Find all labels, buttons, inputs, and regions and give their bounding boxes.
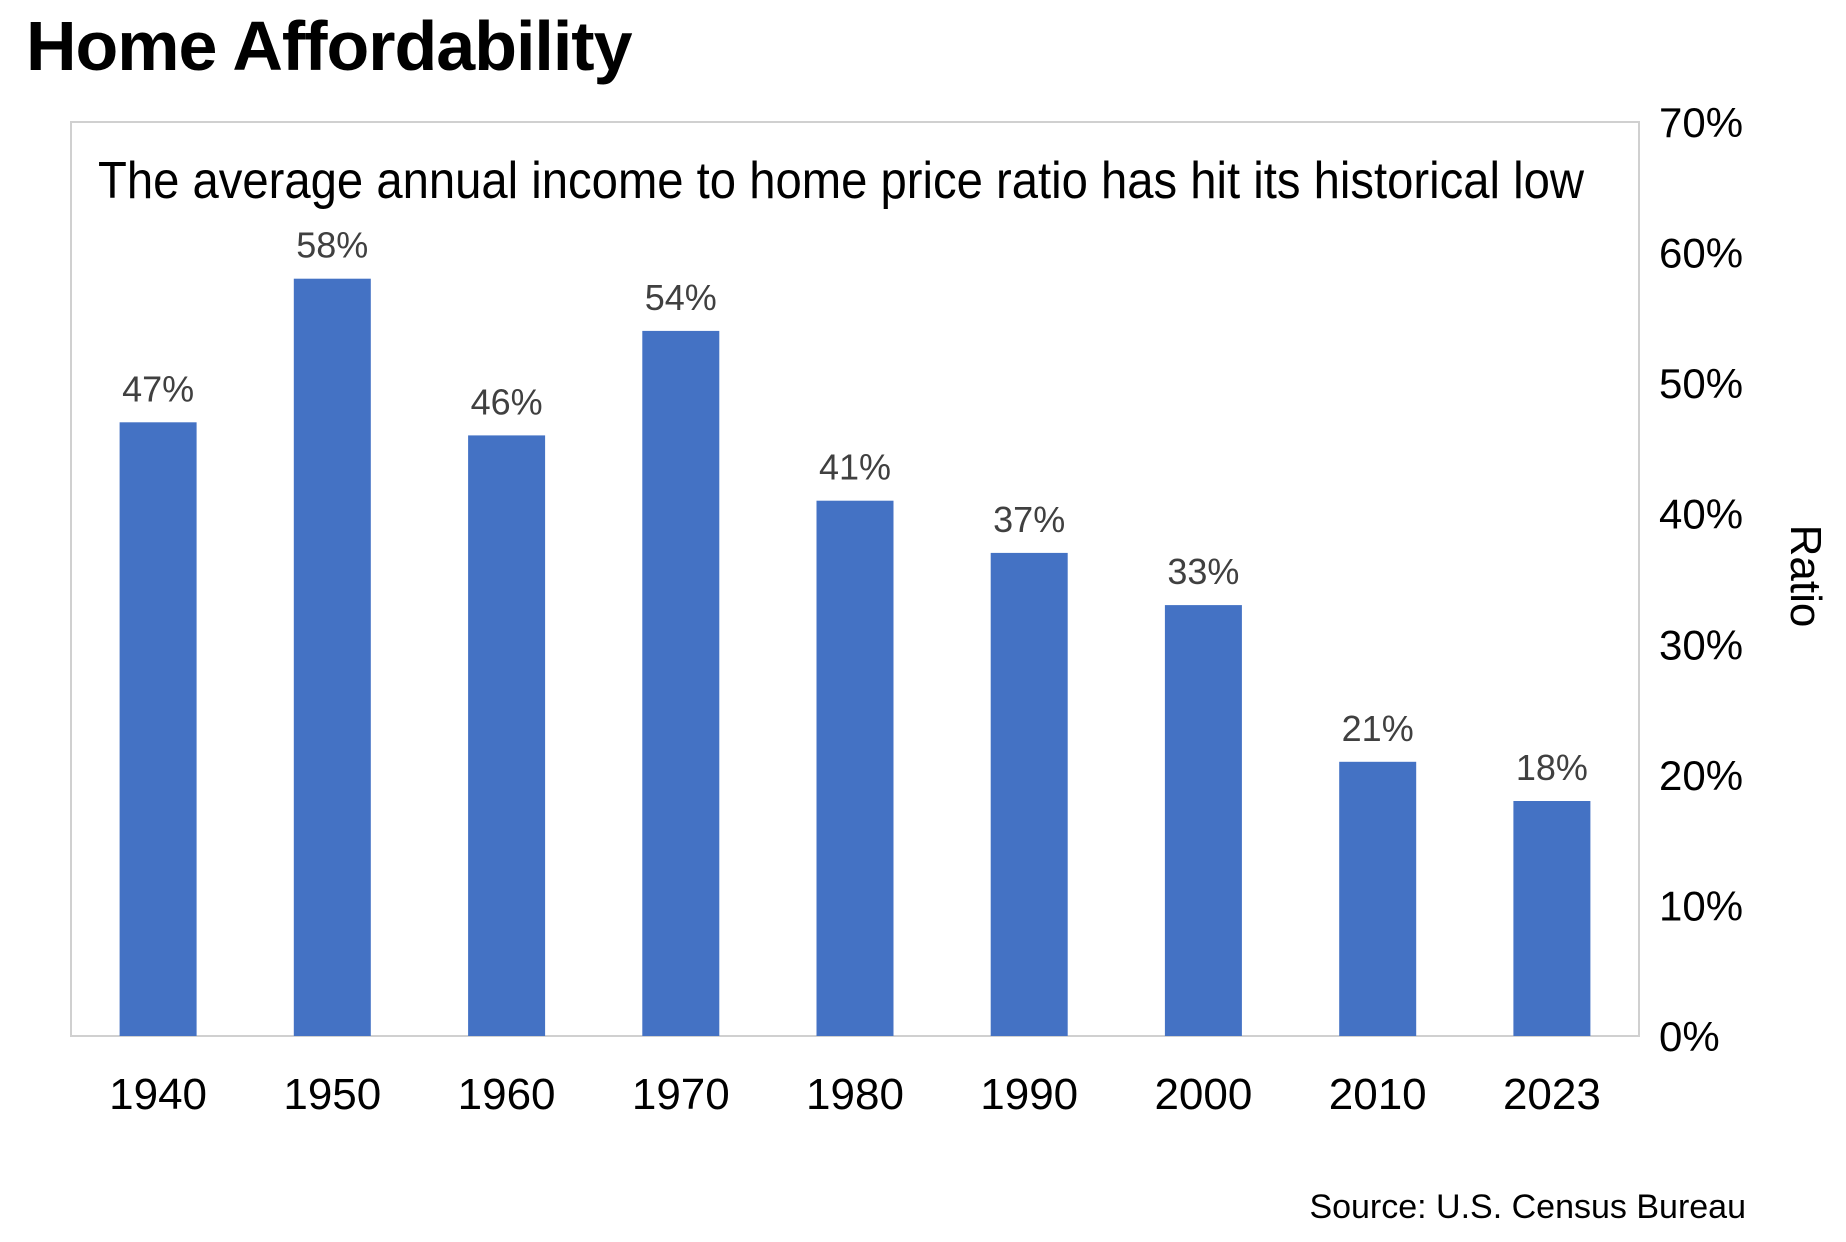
y-tick-label-20: 20% [1659, 752, 1743, 799]
bar-1940 [119, 422, 197, 1036]
bar-1950 [293, 278, 371, 1036]
bar-value-label-2010: 21% [1342, 708, 1414, 749]
y-tick-label-40: 40% [1659, 491, 1743, 538]
y-tick-label-30: 30% [1659, 621, 1743, 668]
bar-2000 [1164, 605, 1242, 1036]
chart-title: The average annual income to home price … [98, 152, 1584, 210]
bar-1960 [468, 435, 546, 1036]
x-axis-tick-labels: 1940 1950 1960 1970 1980 1990 2000 2010 2023 [109, 1070, 1601, 1119]
y-tick-label-70: 70% [1659, 99, 1743, 146]
x-tick-label-1960: 1960 [458, 1070, 556, 1119]
bar-value-label-1950: 58% [296, 225, 368, 266]
bar-1970 [642, 330, 720, 1036]
bar-value-label-1970: 54% [645, 277, 717, 318]
bar-1980 [816, 500, 894, 1036]
bar-value-label-1940: 47% [122, 368, 194, 409]
x-tick-label-1990: 1990 [980, 1070, 1078, 1119]
y-tick-label-50: 50% [1659, 360, 1743, 407]
x-tick-label-2000: 2000 [1154, 1070, 1252, 1119]
bar-2010 [1339, 761, 1417, 1036]
bar-value-label-1980: 41% [819, 447, 891, 488]
x-tick-label-2023: 2023 [1503, 1070, 1601, 1119]
bar-value-label-1990: 37% [993, 499, 1065, 540]
x-tick-label-1970: 1970 [632, 1070, 730, 1119]
bar-value-label-2000: 33% [1167, 551, 1239, 592]
x-tick-label-1980: 1980 [806, 1070, 904, 1119]
value-labels-layer: 47% 58% 46% 54% 41% 37% 33% 21% 18% [122, 225, 1588, 788]
page-title: Home Affordability [26, 7, 633, 85]
y-tick-label-0: 0% [1659, 1013, 1720, 1060]
source-note: Source: U.S. Census Bureau [1309, 1188, 1746, 1226]
y-tick-label-10: 10% [1659, 882, 1743, 929]
y-axis-label: Ratio [1781, 525, 1830, 628]
bar-value-label-2023: 18% [1516, 747, 1588, 788]
bar-2023 [1513, 801, 1591, 1036]
y-axis-tick-labels: 0% 10% 20% 30% 40% 50% 60% 70% [1659, 99, 1743, 1060]
bars-layer [119, 278, 1591, 1036]
x-tick-label-2010: 2010 [1329, 1070, 1427, 1119]
x-tick-label-1950: 1950 [283, 1070, 381, 1119]
x-tick-label-1940: 1940 [109, 1070, 207, 1119]
bar-1990 [990, 552, 1068, 1036]
bar-value-label-1960: 46% [471, 381, 543, 422]
y-tick-label-60: 60% [1659, 230, 1743, 277]
